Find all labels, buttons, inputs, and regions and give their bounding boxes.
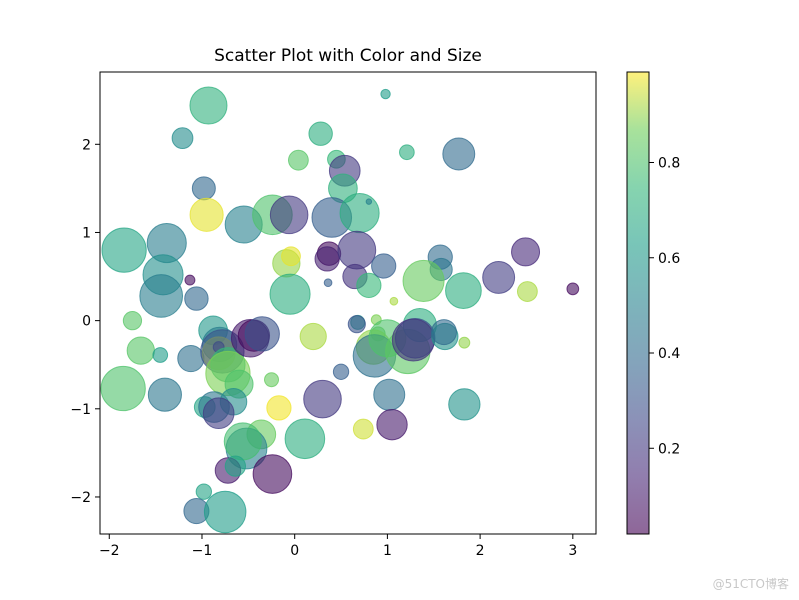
scatter-point: [269, 273, 311, 315]
x-tick-label: 1: [383, 543, 392, 559]
scatter-point: [339, 193, 380, 234]
scatter-point: [203, 490, 247, 534]
colorbar-tick-label: 0.8: [658, 155, 680, 171]
colorbar-tick-label: 0.4: [658, 346, 680, 362]
scatter-point: [365, 198, 373, 205]
plot-frame: [99, 71, 597, 535]
x-tick-label: −1: [192, 543, 213, 559]
scatter-point: [224, 455, 246, 477]
scatter-point: [337, 230, 377, 270]
scatter-point: [511, 237, 541, 267]
colorbar-axis: 0.2 0.4 0.6 0.8: [649, 155, 680, 457]
scatter-point: [223, 422, 262, 461]
y-axis: −2 −1 0 1 2: [70, 137, 100, 506]
scatter-point: [352, 418, 374, 440]
x-tick-label: 2: [476, 543, 485, 559]
scatter-point: [376, 408, 408, 441]
scatter-point: [347, 315, 366, 334]
scatter-point: [482, 260, 516, 294]
x-tick-label: 0: [290, 543, 299, 559]
y-tick-label: 2: [82, 137, 91, 153]
scatter-point: [314, 246, 340, 272]
scatter-point: [373, 378, 406, 411]
scatter-point: [126, 336, 155, 365]
scatter-point: [244, 316, 280, 352]
scatter-point: [202, 397, 235, 430]
scatter-point: [195, 483, 213, 500]
scatter-point: [380, 88, 391, 100]
x-tick-label: 3: [568, 543, 577, 559]
scatter-point: [184, 274, 196, 286]
scatter-point: [303, 379, 342, 419]
scatter-point: [139, 274, 184, 318]
scatter-point: [147, 377, 182, 412]
scatter-point: [458, 336, 471, 349]
scatter-point: [269, 195, 309, 235]
scatter-point: [189, 197, 224, 232]
scatter-point: [430, 319, 457, 346]
colorbar-tick-label: 0.6: [658, 251, 680, 267]
scatter-point: [332, 363, 350, 380]
scatter-point: [171, 127, 194, 150]
scatter-point: [177, 344, 205, 373]
points-layer: [100, 86, 580, 534]
scatter-point: [266, 395, 292, 421]
scatter-point: [356, 272, 382, 298]
y-tick-label: −2: [70, 490, 91, 506]
y-tick-label: 0: [82, 314, 91, 330]
scatter-point: [516, 281, 538, 302]
colorbar-tick-label: 0.2: [658, 441, 680, 457]
scatter-point: [442, 137, 476, 171]
scatter-point: [402, 259, 445, 302]
scatter-point: [448, 388, 481, 421]
scatter-point: [371, 253, 397, 279]
scatter-point: [252, 454, 293, 494]
scatter-point: [445, 272, 482, 310]
scatter-point: [308, 121, 333, 146]
scatter-point: [566, 282, 580, 296]
scatter-point: [323, 278, 333, 288]
watermark-text: @51CTO博客: [712, 577, 789, 591]
scatter-point: [189, 86, 228, 125]
scatter-point: [299, 322, 327, 351]
scatter-point: [122, 311, 143, 331]
colorbar-frame: [626, 71, 650, 535]
y-tick-label: −1: [70, 402, 91, 418]
x-axis: −2 −1 0 1 2 3: [99, 534, 577, 559]
y-tick-label: 1: [82, 225, 91, 241]
scatter-point: [101, 227, 147, 273]
chart-title: Scatter Plot with Color and Size: [214, 46, 482, 66]
scatter-point: [184, 286, 209, 311]
scatter-point: [288, 149, 309, 171]
scatter-point: [191, 176, 216, 201]
colorbar: [627, 72, 649, 534]
scatter-point: [389, 296, 399, 306]
scatter-point: [284, 418, 326, 460]
scatter-point: [391, 318, 435, 362]
scatter-point: [100, 365, 146, 412]
scatter-point: [264, 372, 280, 388]
x-tick-label: −2: [99, 543, 120, 559]
scatter-point: [281, 246, 301, 267]
scatter-point: [152, 347, 169, 363]
scatter-point: [399, 144, 415, 161]
